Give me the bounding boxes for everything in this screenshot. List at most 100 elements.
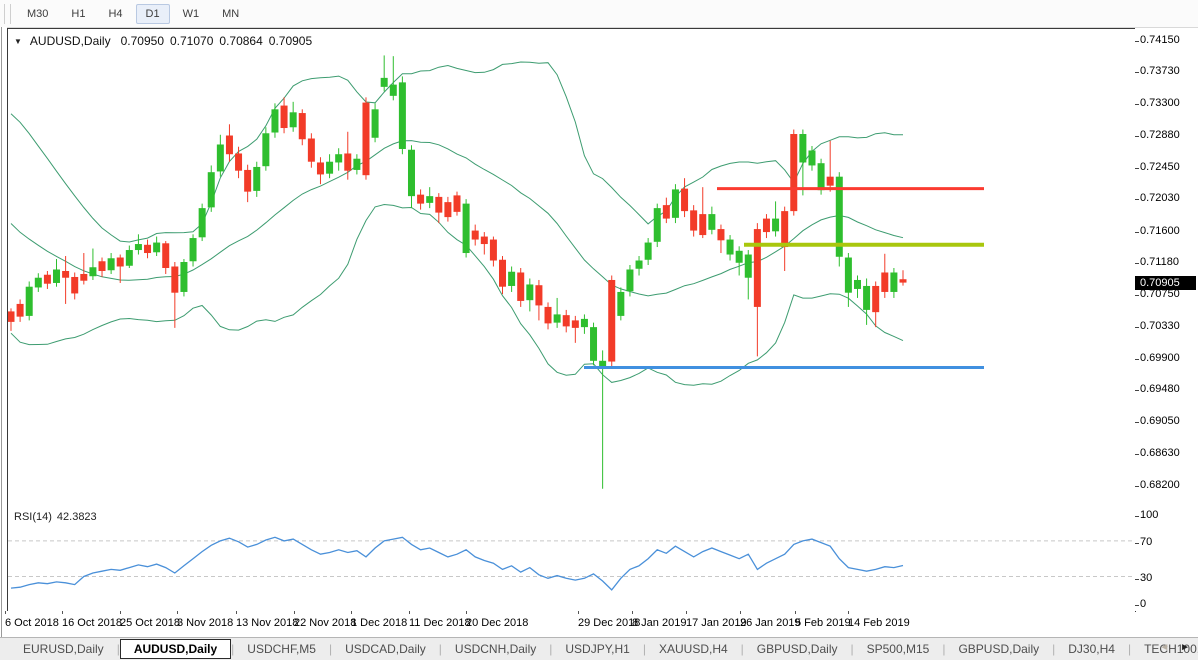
- chart-tab-usdcnh-daily[interactable]: USDCNH,Daily: [454, 642, 537, 656]
- date-tick-label: 8 Jan 2019: [632, 617, 687, 629]
- quote-close: 0.70905: [268, 34, 313, 48]
- tab-separator: |: [1127, 642, 1132, 656]
- chart-tab-usdcad-daily[interactable]: USDCAD,Daily: [345, 642, 426, 656]
- candle-body: [790, 134, 798, 212]
- date-tick-label: 16 Oct 2018: [62, 617, 122, 629]
- timeframe-button-mn[interactable]: MN: [212, 4, 249, 24]
- candle-body: [244, 169, 252, 192]
- date-tick-label: 17 Jan 2019: [686, 617, 747, 629]
- date-tick-label: 13 Nov 2018: [236, 617, 299, 629]
- price-tick-label: 0.74150: [1135, 34, 1180, 46]
- chart-tab-eurusd-daily[interactable]: EURUSD,Daily: [23, 642, 104, 656]
- chart-tab-usdchf-m5[interactable]: USDCHF,M5: [247, 642, 316, 656]
- candle-body: [553, 314, 561, 323]
- price-axis[interactable]: 0.74150 0.73730 0.73300 0.72880 0.72450 0.720…: [1135, 28, 1198, 611]
- candlestick-chart-canvas[interactable]: [8, 29, 1133, 506]
- candle-body: [271, 109, 279, 133]
- tab-scroll-left-icon[interactable]: ◄: [1159, 642, 1174, 653]
- time-axis-tick: [848, 611, 849, 614]
- chart-tab-gbpusd-daily[interactable]: GBPUSD,Daily: [958, 642, 1040, 656]
- main-chart-panel[interactable]: ▼ AUDUSD,Daily 0.70950 0.71070 0.70864 0…: [7, 28, 1136, 509]
- timeframe-button-h1[interactable]: H1: [61, 4, 95, 24]
- price-tick-label: 0.69480: [1135, 383, 1180, 395]
- tab-separator: |: [850, 642, 854, 656]
- candle-body: [762, 218, 770, 233]
- timeframe-button-w1[interactable]: W1: [173, 4, 210, 24]
- candle-body: [726, 239, 734, 255]
- timeframe-button-h4[interactable]: H4: [98, 4, 132, 24]
- candle-body: [407, 149, 415, 197]
- timeframe-button-d1[interactable]: D1: [135, 3, 170, 24]
- candle-body: [662, 205, 670, 219]
- time-axis-tick: [686, 611, 687, 614]
- time-axis[interactable]: 6 Oct 2018 16 Oct 2018 25 Oct 2018 3 Nov 20…: [5, 611, 1135, 637]
- candle-body: [43, 274, 51, 284]
- tab-scroll-right-icon[interactable]: ►: [1180, 642, 1194, 653]
- toolbar-grip-icon: [4, 3, 11, 24]
- candle-body: [144, 244, 152, 254]
- candle-body: [562, 315, 570, 327]
- chart-tab-usdjpy-h1[interactable]: USDJPY,H1: [565, 642, 630, 656]
- candle-body: [8, 311, 15, 322]
- symbol-dropdown-icon[interactable]: ▼: [14, 36, 22, 46]
- candle-body: [198, 208, 206, 238]
- candle-body: [253, 166, 261, 191]
- time-axis-tick: [795, 611, 796, 614]
- current-price-badge: 0.70905: [1135, 275, 1196, 290]
- chart-title: ▼ AUDUSD,Daily 0.70950 0.71070 0.70864 0…: [14, 34, 312, 48]
- candle-body: [444, 202, 452, 218]
- candle-body: [80, 273, 88, 281]
- candle-body: [717, 229, 725, 241]
- candle-body: [753, 229, 761, 307]
- candle-body: [316, 162, 324, 175]
- candle-body: [690, 210, 698, 231]
- candle-body: [426, 196, 434, 203]
- tab-separator: |: [328, 642, 333, 656]
- chart-tab-xauusd-h4[interactable]: XAUUSD,H4: [658, 642, 728, 656]
- chart-tab-tech100-h1[interactable]: TECH100,H1: [1144, 642, 1198, 656]
- candle-body: [353, 158, 361, 170]
- candle-body: [681, 188, 689, 212]
- tab-separator: |: [740, 642, 744, 656]
- candle-body: [708, 214, 716, 230]
- bollinger-middle-band: [10, 140, 904, 297]
- candle-body: [207, 172, 215, 208]
- tab-separator: |: [1052, 642, 1056, 656]
- candle-body: [25, 286, 33, 316]
- date-tick-label: 14 Feb 2019: [848, 617, 910, 629]
- date-tick-label: 1 Dec 2018: [351, 617, 408, 629]
- candle-body: [98, 261, 106, 271]
- candle-body: [471, 230, 479, 240]
- candle-body: [216, 144, 224, 172]
- candle-body: [772, 218, 780, 232]
- rsi-label: RSI(14) 42.3823: [14, 511, 97, 523]
- timeframe-buttons: M30 H1 H4 D1 W1 MN: [17, 3, 252, 24]
- price-tick-label: 0.71600: [1135, 225, 1180, 237]
- candle-body: [526, 284, 534, 301]
- timeframe-button-m30[interactable]: M30: [17, 4, 58, 24]
- candle-body: [844, 257, 852, 293]
- rsi-tick-label: 100: [1135, 509, 1158, 521]
- chart-tab-dj30-h4[interactable]: DJ30,H4: [1068, 642, 1115, 656]
- chart-tab-sp500-m15[interactable]: SP500,M15: [866, 642, 930, 656]
- candle-body: [398, 82, 406, 149]
- price-tick-label: 0.68630: [1135, 447, 1180, 459]
- candle-body: [535, 285, 543, 306]
- candle-body: [235, 153, 243, 171]
- candle-body: [480, 236, 488, 245]
- chart-tab-audusd-daily[interactable]: AUDUSD,Daily: [119, 639, 232, 659]
- candle-body: [34, 277, 42, 288]
- quote-open: 0.70950: [120, 34, 164, 48]
- rsi-chart-canvas[interactable]: [8, 507, 1133, 609]
- rsi-indicator-panel[interactable]: RSI(14) 42.3823: [7, 507, 1136, 612]
- rsi-line: [10, 536, 904, 591]
- candle-body: [817, 163, 825, 191]
- candle-body: [53, 269, 61, 283]
- candle-body: [335, 154, 343, 163]
- chart-tab-gbpusd-daily[interactable]: GBPUSD,Daily: [756, 642, 838, 656]
- candle-body: [653, 208, 661, 242]
- tab-scroll-arrows: ◄ ►: [1159, 642, 1194, 653]
- candle-body: [89, 267, 97, 277]
- candle-body: [826, 176, 834, 186]
- rsi-tick-label: 0: [1135, 598, 1146, 610]
